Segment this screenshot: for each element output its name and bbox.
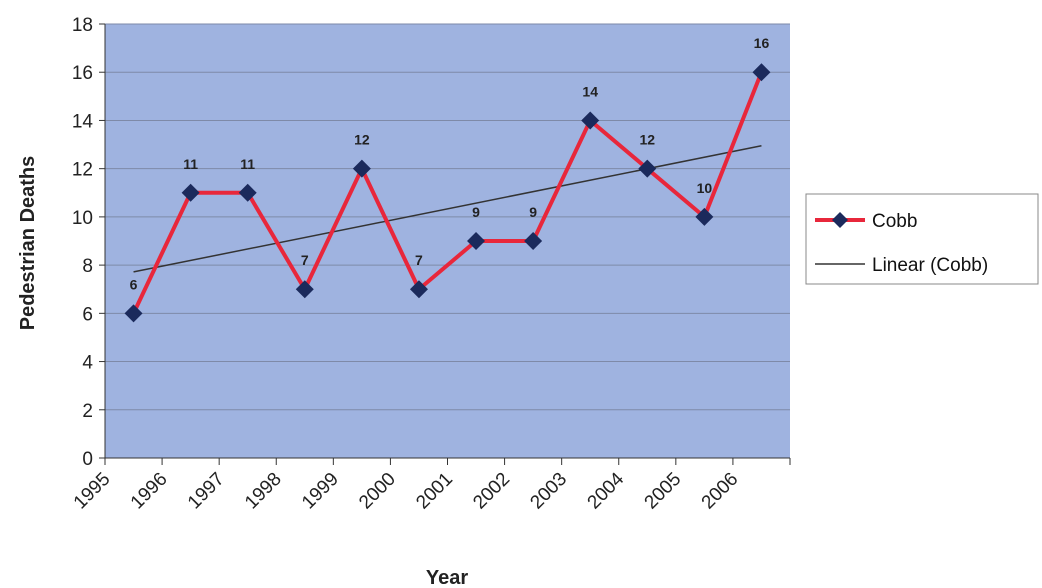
data-label-2000: 7: [415, 252, 423, 268]
series-layer: [124, 63, 771, 323]
y-tick-label-16: 16: [72, 63, 93, 84]
marker-1998: [295, 280, 314, 299]
legend-marker-cobb: [832, 212, 848, 228]
marker-1997: [238, 183, 257, 202]
x-tick-labels: 1995 1996 1997 1998 1999 2000 2001 2002 2003 2004…: [70, 468, 743, 513]
marker-1995: [124, 304, 143, 323]
y-tick-label-10: 10: [72, 208, 93, 229]
y-tick-label-4: 4: [82, 353, 93, 374]
marker-1999: [352, 159, 371, 178]
x-tick-label-2003: 2003: [526, 469, 571, 514]
axes: [99, 23, 791, 465]
data-label-2004: 12: [640, 132, 656, 148]
x-axis-title: Year: [426, 567, 468, 588]
x-tick-label-1997: 1997: [184, 469, 229, 514]
y-tick-label-8: 8: [82, 256, 93, 277]
marker-1996: [181, 183, 200, 202]
y-tick-label-0: 0: [82, 449, 93, 470]
x-tick-label-2006: 2006: [698, 469, 743, 514]
data-label-2003: 14: [582, 83, 598, 99]
marker-2002: [524, 232, 543, 250]
x-tick-label-2000: 2000: [355, 469, 400, 514]
marker-2003: [581, 111, 600, 130]
legend-label-linear: Linear (Cobb): [872, 255, 988, 276]
marker-2004: [638, 159, 657, 178]
marker-2000: [409, 280, 428, 299]
trendline-linear-cobb: [133, 145, 762, 273]
y-tick-label-12: 12: [72, 160, 93, 181]
y-tick-label-2: 2: [82, 401, 93, 422]
marker-2001: [467, 232, 486, 250]
x-tick-label-2002: 2002: [469, 469, 514, 514]
data-label-2001: 9: [472, 204, 480, 220]
trendline-layer: [133, 145, 762, 273]
y-tick-label-6: 6: [82, 304, 93, 325]
data-labels: 6 11 11 7 12 7 9 9 14 12 10 16: [130, 35, 770, 292]
plot-background: [105, 24, 790, 458]
y-tick-label-14: 14: [72, 111, 94, 132]
y-axis-title: Pedestrian Deaths: [17, 156, 39, 331]
x-tick-label-1998: 1998: [241, 469, 286, 514]
gridlines: [105, 23, 790, 411]
x-tick-label-1999: 1999: [298, 469, 343, 514]
marker-2005: [695, 207, 714, 226]
x-tick-label-1996: 1996: [127, 469, 172, 514]
plot-area: [105, 24, 790, 458]
data-label-2002: 9: [529, 204, 537, 220]
y-tick-label-18: 18: [72, 15, 93, 36]
x-tick-label-1995: 1995: [70, 469, 115, 514]
data-label-1997: 11: [240, 156, 255, 172]
x-tick-label-2005: 2005: [641, 469, 686, 514]
data-label-1999: 12: [354, 132, 370, 148]
legend: Cobb Linear (Cobb): [805, 193, 1039, 285]
legend-box: [805, 193, 1039, 285]
data-label-1996: 11: [183, 156, 198, 172]
marker-2006: [752, 63, 771, 82]
data-label-1998: 7: [301, 252, 309, 268]
y-tick-labels: 0 2 4 6 8 10 12 14 16 18: [72, 15, 94, 470]
series-line-cobb: [131, 71, 764, 315]
data-label-2005: 10: [697, 180, 713, 196]
data-label-1995: 6: [130, 276, 138, 292]
legend-label-cobb: Cobb: [872, 211, 917, 232]
x-tick-label-2004: 2004: [584, 468, 629, 513]
data-label-2006: 16: [754, 35, 770, 51]
x-tick-label-2001: 2001: [412, 469, 457, 514]
